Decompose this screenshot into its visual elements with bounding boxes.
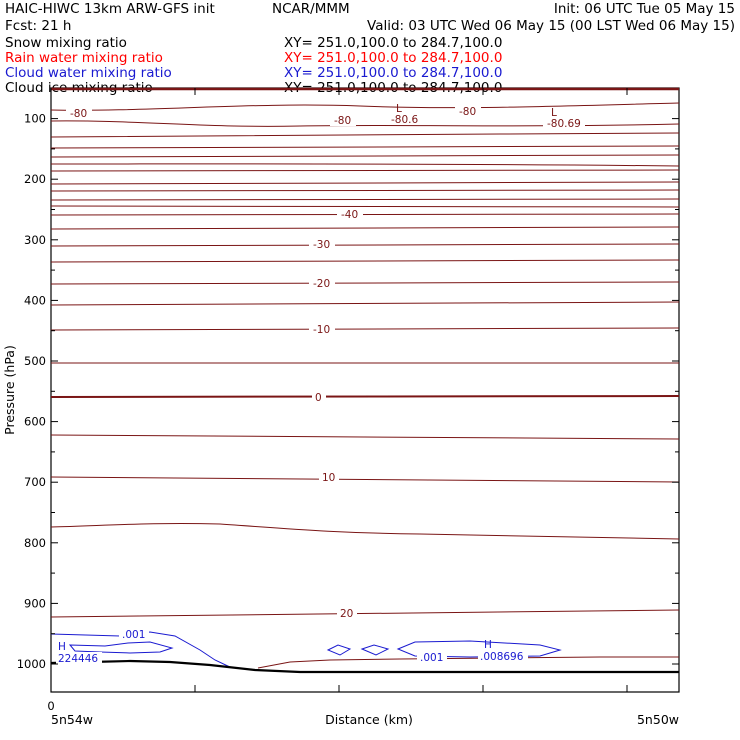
label-bg (309, 277, 335, 289)
temperature-contour-line (50, 522, 680, 540)
low-marker: L (551, 107, 557, 119)
contour-label: -30 (313, 239, 330, 251)
temperature-contour-line (50, 154, 680, 158)
temperature-contour-line (50, 327, 680, 331)
y-tick-label: 300 (24, 233, 46, 247)
temperature-contour-surface (257, 656, 679, 669)
y-tick-label: 200 (24, 172, 46, 186)
terrain-line (50, 659, 679, 674)
init-time: Init: 06 UTC Tue 05 May 15 (554, 1, 735, 17)
cloud-water-contour-c (326, 644, 352, 656)
cloud-water-label: .008696 (480, 651, 524, 663)
cloud-water-labels: H .001 224446 H .001 .008696 (56, 628, 528, 665)
temperature-contour-line (50, 395, 680, 398)
label-bg (309, 323, 335, 335)
label-bg (417, 651, 447, 663)
field-name-cloud-water: Cloud water mixing ratio (5, 65, 172, 81)
field-xy-rain: XY= 251.0,100.0 to 284.7,100.0 (284, 50, 502, 66)
cloud-water-contour-d (360, 644, 390, 656)
y-tick-label: 600 (24, 415, 46, 429)
y-tick-label: 400 (24, 293, 46, 307)
cloud-water-label: .001 (420, 652, 443, 664)
field-xy-snow: XY= 251.0,100.0 to 284.7,100.0 (284, 35, 502, 51)
field-xy-cloud-water: XY= 251.0,100.0 to 284.7,100.0 (284, 65, 502, 81)
temperature-contour-line (50, 198, 680, 201)
title-left: HAIC-HIWC 13km ARW-GFS init (5, 1, 215, 17)
plot-frame (50, 87, 680, 693)
contour-label: -80.6 (391, 114, 418, 126)
contour-label: -80 (334, 115, 351, 127)
temperature-contour-line (50, 163, 680, 167)
temperature-contour-line (50, 259, 680, 263)
y-tick-label: 900 (24, 596, 46, 610)
label-bg (330, 114, 356, 126)
contour-label: -80 (70, 108, 87, 120)
label-bg (337, 208, 363, 220)
field-name-snow: Snow mixing ratio (5, 35, 127, 51)
temperature-contour-line (50, 132, 680, 138)
high-marker: H (58, 641, 66, 653)
field-name-rain: Rain water mixing ratio (5, 50, 163, 66)
contour-label: -80 (459, 106, 476, 118)
contour-label: 10 (322, 472, 335, 484)
header: HAIC-HIWC 13km ARW-GFS init NCAR/MMM Ini… (5, 1, 735, 96)
contour-label: -10 (313, 324, 330, 336)
contour-label: -40 (341, 209, 358, 221)
temperature-contour-line (50, 281, 680, 285)
contour-label: -20 (313, 278, 330, 290)
label-bg (66, 107, 92, 119)
label-bg (337, 607, 357, 619)
x-origin-label: 0 (47, 699, 54, 713)
cloud-water-label: 224446 (58, 653, 98, 665)
temperature-contour-line (50, 476, 680, 483)
y-tick-label: 100 (24, 112, 46, 126)
title-mid: NCAR/MMM (272, 1, 350, 17)
temperature-contours (50, 87, 680, 618)
high-marker: H (484, 639, 492, 651)
temperature-contour-line (50, 169, 680, 172)
y-axis-title: Pressure (hPa) (2, 345, 17, 435)
cloud-water-contour-b (68, 641, 174, 654)
x-right-label: 5n50w (637, 712, 679, 727)
y-tick-label: 500 (24, 354, 46, 368)
temperature-contour-line (50, 226, 680, 230)
contour-label: 0 (315, 392, 322, 404)
temperature-contour-line (50, 434, 680, 440)
valid-time: Valid: 03 UTC Wed 06 May 15 (00 LST Wed … (367, 18, 735, 34)
label-bg (119, 628, 149, 640)
x-left-label: 5n54w (51, 712, 93, 727)
temperature-contour-line (50, 102, 680, 111)
temperature-contour-line (50, 243, 680, 247)
x-axis (50, 88, 628, 692)
temperature-contour-line (50, 301, 680, 306)
temperature-contour-line (50, 205, 680, 208)
y-tick-label: 1000 (17, 657, 46, 671)
label-bg (56, 652, 102, 664)
temperature-contour-line (50, 145, 680, 149)
y-tick-label: 700 (24, 475, 46, 489)
contour-labels: -80 -80 L -80.6 -80 L -80.69 -40 -30 -20… (66, 103, 585, 620)
cloud-water-label: .001 (122, 629, 145, 641)
x-axis-title: Distance (km) (325, 712, 413, 727)
temperature-contour-line (50, 213, 680, 216)
label-bg (312, 391, 326, 403)
low-marker: L (396, 103, 402, 115)
y-tick-label: 800 (24, 536, 46, 550)
label-bg (309, 238, 335, 250)
label-bg (455, 105, 481, 117)
temperature-contour-line (50, 609, 680, 618)
label-bg (543, 117, 585, 129)
contour-label: -80.69 (547, 118, 581, 130)
temperature-contour-line (50, 181, 680, 185)
temperature-contour-line (50, 361, 680, 364)
temperature-contour-line (50, 189, 680, 192)
label-bg (387, 113, 423, 125)
contour-label: 20 (340, 608, 353, 620)
label-bg (319, 471, 339, 483)
forecast-hour: Fcst: 21 h (5, 18, 71, 34)
label-bg (478, 650, 528, 662)
